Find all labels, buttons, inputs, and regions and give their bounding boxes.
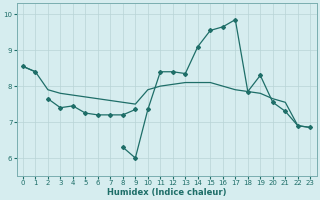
X-axis label: Humidex (Indice chaleur): Humidex (Indice chaleur) [107,188,226,197]
